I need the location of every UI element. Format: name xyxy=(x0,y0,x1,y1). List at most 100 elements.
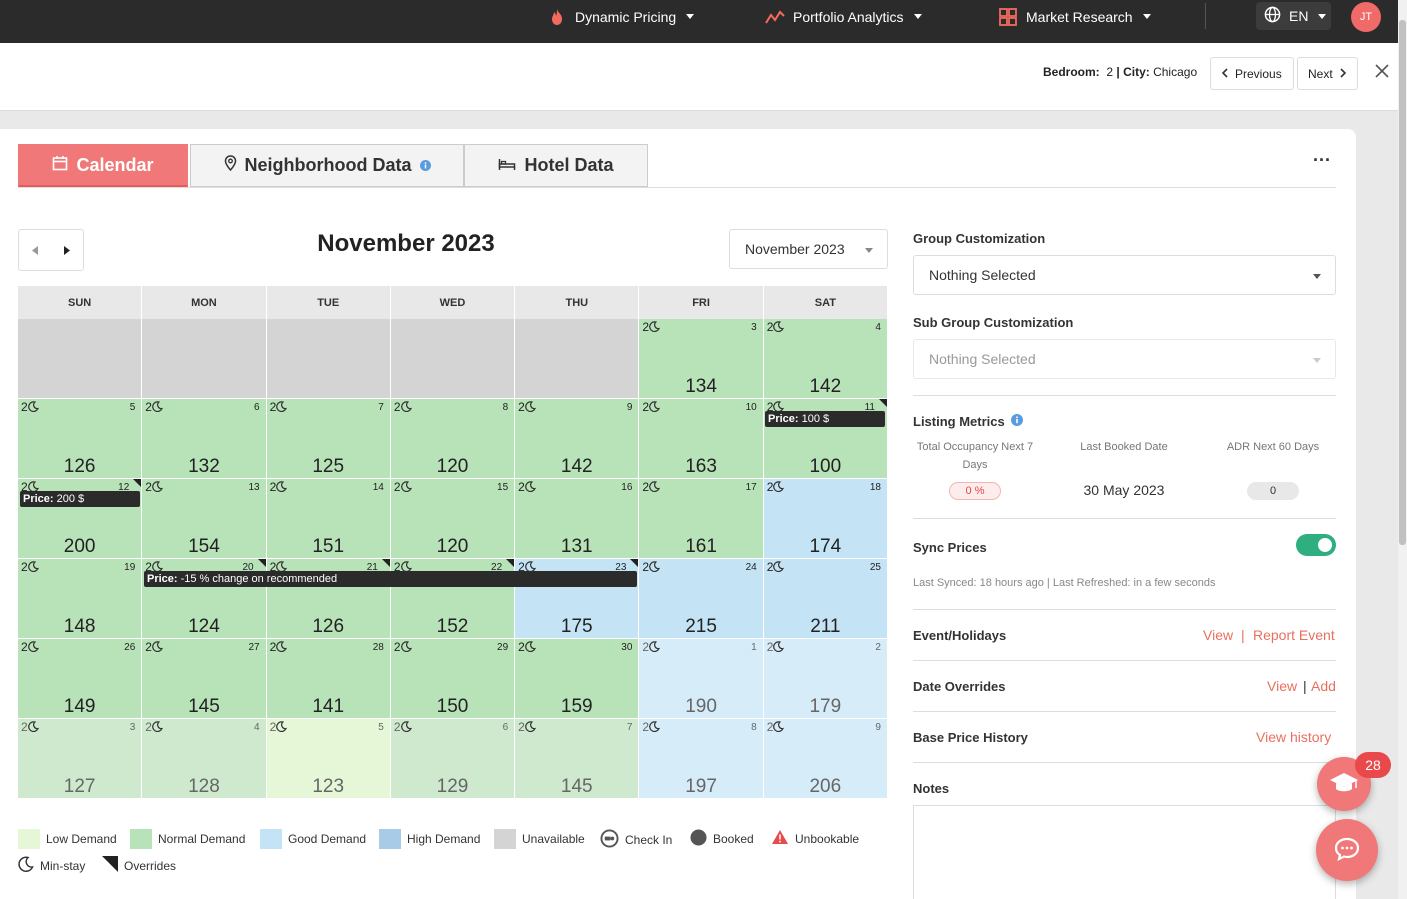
events-view-link[interactable]: View xyxy=(1203,627,1234,643)
divider xyxy=(913,660,1336,661)
overrides-view-link[interactable]: View xyxy=(1267,678,1298,694)
avatar[interactable]: JT xyxy=(1351,2,1381,32)
legend-overrides: Overrides xyxy=(102,856,176,875)
nav-dynamic-pricing[interactable]: Dynamic Pricing xyxy=(547,0,695,33)
calendar-day-cell[interactable]: 2 16 131 xyxy=(515,479,640,559)
calendar-grid: SUN MON TUE WED THU FRI SAT 2 3 134 2 4 142 2 5… xyxy=(18,286,888,799)
previous-button[interactable]: Previous xyxy=(1210,57,1294,90)
calendar-day-cell[interactable]: 2 14 151 xyxy=(266,479,391,559)
chat-button[interactable] xyxy=(1316,819,1378,881)
calendar-day-cell[interactable]: 2 6 132 xyxy=(142,399,267,479)
calendar-day-cell[interactable]: 2 6 129 xyxy=(390,719,516,799)
calendar-day-cell[interactable]: 2 27 145 xyxy=(142,639,267,719)
calendar-day-cell[interactable]: 2 5 123 xyxy=(266,719,391,799)
min-stay-value: 2 xyxy=(269,640,277,654)
calendar-icon xyxy=(52,155,68,176)
calendar-day-cell[interactable]: 2 9 206 xyxy=(763,719,888,799)
notes-textarea[interactable] xyxy=(913,805,1336,899)
calendar-day-cell[interactable]: 2 3 134 xyxy=(639,319,764,399)
price-tag-nov-20-23[interactable]: Price: -15 % change on recommended xyxy=(144,571,637,587)
day-price: 200 xyxy=(63,536,96,557)
calendar-day-cell[interactable]: 2 28 141 xyxy=(266,639,391,719)
calendar-day-cell[interactable]: 2 3 127 xyxy=(18,719,143,799)
min-stay-value: 2 xyxy=(269,560,277,574)
nav-portfolio-analytics[interactable]: Portfolio Analytics xyxy=(765,0,922,33)
tab-hotel-data[interactable]: Hotel Data xyxy=(464,144,648,187)
calendar-day-cell[interactable]: 2 25 211 xyxy=(763,559,888,639)
day-price: 149 xyxy=(63,696,96,717)
calendar-day-cell xyxy=(266,319,391,399)
calendar-day-cell[interactable]: 2 5 126 xyxy=(18,399,143,479)
notification-badge: 28 xyxy=(1355,752,1391,778)
tab-hotel-label: Hotel Data xyxy=(524,155,614,175)
calendar-day-cell[interactable]: 2 13 154 xyxy=(142,479,267,559)
month-select[interactable]: November 2023 xyxy=(729,229,888,269)
calendar-day-cell[interactable]: 2 1 190 xyxy=(639,639,764,719)
overrides-add-link[interactable]: Add xyxy=(1311,678,1336,694)
nav-market-research[interactable]: Market Research xyxy=(998,0,1151,33)
listing-info-bar: Bedroom: 2 | City: Chicago Previous Next xyxy=(0,43,1398,111)
override-icon xyxy=(102,856,118,875)
more-options-icon[interactable]: ... xyxy=(1313,145,1332,165)
legend-swatch xyxy=(260,829,282,849)
calendar-day-cell[interactable]: 2 24 215 xyxy=(639,559,764,639)
min-stay-indicator: 2 xyxy=(642,320,661,334)
sync-prices-toggle[interactable] xyxy=(1296,534,1336,556)
chat-bubble-icon xyxy=(1334,837,1360,864)
price-tag-nov-12[interactable]: Price: 200 $ xyxy=(20,491,140,507)
min-stay-value: 2 xyxy=(145,720,152,734)
calendar-day-cell[interactable]: 2 26 149 xyxy=(18,639,143,719)
calendar-day-cell[interactable]: 2 4 142 xyxy=(763,319,888,399)
graduation-cap-icon xyxy=(1329,771,1359,798)
report-event-link[interactable]: Report Event xyxy=(1253,627,1335,643)
calendar-day-cell[interactable]: 2 17 161 xyxy=(639,479,764,559)
calendar-day-cell[interactable]: 2 7 125 xyxy=(266,399,391,479)
day-price: 215 xyxy=(685,616,717,637)
arrow-right-icon[interactable] xyxy=(51,230,83,270)
scrollbar-thumb[interactable] xyxy=(1399,20,1406,545)
moon-icon xyxy=(27,400,39,414)
moon-icon xyxy=(276,400,288,414)
calendar-day-cell[interactable]: 2 18 174 xyxy=(763,479,888,559)
day-price: 120 xyxy=(436,456,469,477)
tab-neighborhood-data[interactable]: Neighborhood Data xyxy=(190,144,464,187)
calendar-day-cell[interactable]: 2 10 163 xyxy=(639,399,764,479)
date-overrides-label: Date Overrides xyxy=(913,679,1006,694)
sync-prices-label: Sync Prices xyxy=(913,540,987,555)
moon-icon xyxy=(773,560,785,574)
language-selector[interactable]: EN xyxy=(1256,2,1331,30)
calendar-day-cell[interactable]: 2 15 120 xyxy=(390,479,516,559)
calendar-day-cell[interactable]: 2 9 142 xyxy=(515,399,640,479)
main-card: Calendar Neighborhood Data Hotel Data ..… xyxy=(0,129,1356,899)
calendar-day-cell[interactable]: 2 29 150 xyxy=(390,639,516,719)
calendar-day-cell[interactable]: 2 8 197 xyxy=(639,719,764,799)
calendar-day-cell[interactable]: 2 19 148 xyxy=(18,559,143,639)
calendar-day-cell[interactable]: 2 7 145 xyxy=(515,719,640,799)
calendar-day-cell[interactable]: 2 8 120 xyxy=(390,399,516,479)
view-history-link[interactable]: View history xyxy=(1256,729,1332,745)
check-in-icon xyxy=(600,829,619,851)
divider xyxy=(913,609,1336,610)
legend-label: Booked xyxy=(713,832,754,846)
calendar-day-cell[interactable]: 2 4 128 xyxy=(142,719,267,799)
legend-normal-demand: Normal Demand xyxy=(130,829,245,849)
calendar-day-cell[interactable]: 2 30 159 xyxy=(515,639,640,719)
day-number: 9 xyxy=(875,722,881,733)
calendar-day-cell xyxy=(18,319,143,399)
arrow-left-icon[interactable] xyxy=(19,230,51,270)
price-tag-nov-11[interactable]: Price: 100 $ xyxy=(765,411,885,427)
calendar-day-cell[interactable]: 2 2 179 xyxy=(763,639,888,719)
sub-group-customization-select[interactable]: Nothing Selected xyxy=(913,339,1336,379)
day-number: 3 xyxy=(129,722,136,733)
legend-label: Check In xyxy=(625,833,673,847)
tab-calendar[interactable]: Calendar xyxy=(18,144,188,187)
close-icon[interactable] xyxy=(1374,62,1390,85)
next-button[interactable]: Next xyxy=(1297,57,1358,90)
page-scrollbar[interactable] xyxy=(1398,0,1407,899)
min-stay-indicator: 2 xyxy=(394,480,412,494)
min-stay-indicator: 2 xyxy=(767,720,785,734)
min-stay-indicator: 2 xyxy=(21,640,39,654)
day-price: 123 xyxy=(312,776,345,797)
min-stay-value: 2 xyxy=(518,400,525,414)
group-customization-select[interactable]: Nothing Selected xyxy=(913,255,1336,295)
